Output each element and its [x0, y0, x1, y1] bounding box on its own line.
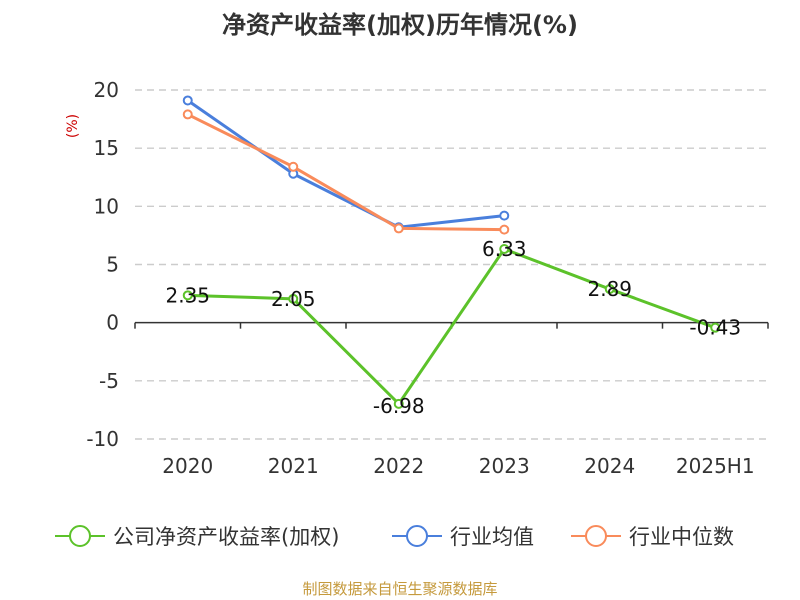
y-tick-label: -10: [86, 427, 119, 451]
legend-marker: [585, 525, 607, 547]
data-label: 2.89: [587, 277, 632, 301]
chart-title: 净资产收益率(加权)历年情况(%): [222, 11, 578, 39]
y-tick-label: 0: [106, 311, 119, 335]
series-line: [187, 113, 505, 232]
y-axis-ticks: 20 15 10 5 0 -5 -10: [86, 78, 119, 451]
data-label: 6.33: [482, 237, 527, 261]
legend-item[interactable]: 行业中位数: [571, 525, 734, 549]
data-point: [393, 223, 404, 234]
series-line: [186, 99, 505, 229]
y-axis-unit: (%): [65, 114, 81, 138]
data-point: [604, 284, 615, 295]
legend-marker: [406, 525, 428, 547]
data-point: [182, 109, 193, 120]
data-point: [393, 398, 404, 409]
data-point: [182, 290, 193, 301]
x-axis: 2020 2021 2022 2023 2024 2025H1: [134, 321, 769, 478]
grid-lines: [135, 89, 768, 440]
data-label: -6.98: [373, 394, 425, 418]
legend-label: 行业中位数: [629, 525, 734, 549]
data-label: 2.05: [271, 287, 316, 311]
series-line: [187, 247, 716, 406]
data-labels: 2.35 2.05 -6.98 6.33 2.89 -0.43: [165, 237, 741, 418]
x-tick-label: 2022: [373, 454, 424, 478]
data-point: [499, 210, 510, 221]
y-tick-label: 10: [94, 194, 119, 218]
legend-item[interactable]: 行业均值: [392, 525, 534, 549]
data-point: [182, 95, 193, 106]
legend-item[interactable]: 公司净资产收益率(加权): [55, 525, 339, 549]
source-note: 制图数据来自恒生聚源数据库: [302, 580, 497, 598]
legend-label: 公司净资产收益率(加权): [113, 525, 339, 549]
x-tick-label: 2021: [268, 454, 319, 478]
legend-marker: [69, 525, 91, 547]
data-point: [288, 293, 299, 304]
data-point: [710, 322, 721, 333]
data-point: [499, 244, 510, 255]
data-label: -0.43: [689, 316, 741, 340]
legend-label: 行业均值: [450, 525, 534, 549]
x-tick-label: 2020: [162, 454, 213, 478]
data-point: [499, 224, 510, 235]
y-tick-label: 5: [106, 253, 119, 277]
series-lines: [182, 95, 721, 409]
x-tick-label: 2025H1: [676, 454, 755, 478]
x-tick-label: 2023: [479, 454, 530, 478]
data-label: 2.35: [165, 283, 210, 307]
x-tick-label: 2024: [584, 454, 635, 478]
y-tick-label: 15: [94, 136, 119, 160]
legend[interactable]: 公司净资产收益率(加权) 行业均值 行业中位数: [55, 525, 734, 549]
y-tick-label: 20: [94, 78, 119, 102]
y-tick-label: -5: [99, 369, 119, 393]
data-point: [288, 161, 299, 172]
